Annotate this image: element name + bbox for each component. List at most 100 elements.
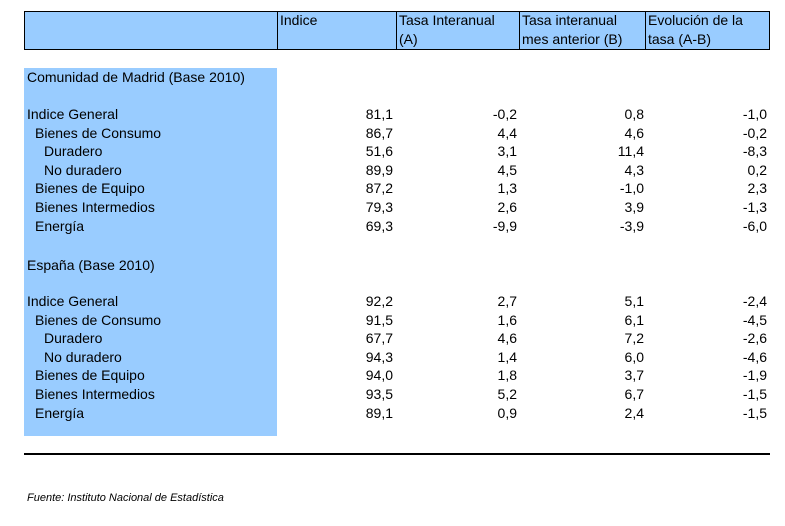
evolucion-value: -4,6 bbox=[742, 348, 767, 365]
evolucion-value: 2,3 bbox=[747, 180, 767, 197]
header-evol-line2: tasa (A-B) bbox=[648, 31, 712, 47]
table-row: Duradero 67,7 4,6 7,2 -2,6 bbox=[0, 329, 785, 348]
header-border-c3 bbox=[519, 11, 520, 50]
header-border-c4 bbox=[645, 11, 646, 50]
header-tasa-a-line1: Tasa Interanual bbox=[399, 12, 495, 28]
tasa-b-value: 3,9 bbox=[624, 199, 644, 215]
table-bottom-rule bbox=[24, 453, 770, 455]
tasa-b-value: 5,1 bbox=[624, 293, 644, 309]
header-border-right bbox=[769, 11, 770, 50]
header-tasa-b-line1: Tasa interanual bbox=[522, 12, 617, 28]
indice-value: 81,1 bbox=[365, 106, 393, 122]
header-indice-label: Indice bbox=[280, 12, 318, 28]
table-row: Bienes de Equipo 94,0 1,8 3,7 -1,9 bbox=[0, 366, 785, 385]
evolucion-value: -8,3 bbox=[742, 143, 767, 160]
tasa-a-value: 2,7 bbox=[497, 293, 517, 309]
indice-value: 79,3 bbox=[365, 199, 393, 215]
row-label: No duradero bbox=[44, 161, 122, 178]
table-row: Bienes de Consumo 86,7 4,4 4,6 -0,2 bbox=[0, 124, 785, 143]
table-row: Bienes de Equipo 87,2 1,3 -1,0 2,3 bbox=[0, 179, 785, 198]
tasa-b-value: 2,4 bbox=[624, 404, 644, 421]
tasa-a-value: 4,6 bbox=[497, 330, 517, 347]
evolucion-value: -1,9 bbox=[742, 367, 767, 384]
evolucion-value: -2,4 bbox=[742, 293, 767, 309]
table-row: No duradero 94,3 1,4 6,0 -4,6 bbox=[0, 348, 785, 367]
tasa-b-value: 6,0 bbox=[624, 348, 644, 365]
tasa-b-value: 6,1 bbox=[624, 311, 644, 328]
evolucion-value: -1,0 bbox=[742, 106, 767, 122]
tasa-a-value: 1,8 bbox=[497, 367, 517, 384]
section-title-espana: España (Base 2010) bbox=[27, 257, 155, 273]
tasa-a-value: 1,3 bbox=[497, 180, 517, 197]
header-top-border bbox=[24, 11, 770, 12]
tasa-a-value: 4,5 bbox=[497, 161, 517, 178]
tasa-b-value: 11,4 bbox=[617, 143, 644, 160]
tasa-a-value: -9,9 bbox=[492, 217, 517, 234]
tasa-b-value: -3,9 bbox=[619, 217, 644, 234]
row-label: Bienes de Consumo bbox=[35, 124, 162, 141]
table-row: Energía 69,3 -9,9 -3,9 -6,0 bbox=[0, 217, 785, 236]
row-label: Duradero bbox=[44, 143, 103, 160]
tasa-b-value: 3,7 bbox=[624, 367, 644, 384]
evolucion-value: -1,5 bbox=[742, 386, 767, 402]
indice-value: 69,3 bbox=[365, 217, 393, 234]
row-label: Duradero bbox=[44, 330, 103, 347]
tasa-b-value: 4,6 bbox=[624, 124, 644, 141]
evolucion-value: -1,5 bbox=[742, 404, 767, 421]
evolucion-value: 0,2 bbox=[747, 161, 767, 178]
table-row: Bienes de Consumo 91,5 1,6 6,1 -4,5 bbox=[0, 311, 785, 330]
header-tasa-a-line2: (A) bbox=[399, 31, 418, 47]
table-row: Indice General 92,2 2,7 5,1 -2,4 bbox=[0, 292, 785, 311]
table-row: Duradero 51,6 3,1 11,4 -8,3 bbox=[0, 142, 785, 161]
indice-value: 91,5 bbox=[365, 311, 393, 328]
tasa-b-value: 4,3 bbox=[624, 161, 644, 178]
table-row: Indice General 81,1 -0,2 0,8 -1,0 bbox=[0, 105, 785, 124]
evolucion-value: -4,5 bbox=[742, 311, 767, 328]
header-border-left bbox=[24, 11, 25, 50]
indice-value: 86,7 bbox=[365, 124, 393, 141]
header-bottom-border bbox=[24, 49, 770, 50]
row-label: Bienes Intermedios bbox=[35, 199, 155, 215]
header-col-indice: Indice bbox=[278, 11, 396, 49]
indice-value: 87,2 bbox=[365, 180, 393, 197]
row-label: Bienes de Equipo bbox=[35, 180, 145, 197]
table-row: No duradero 89,9 4,5 4,3 0,2 bbox=[0, 161, 785, 180]
source-note: Fuente: Instituto Nacional de Estadístic… bbox=[27, 492, 224, 504]
row-label: Indice General bbox=[27, 293, 119, 309]
indice-value: 94,3 bbox=[365, 348, 393, 365]
header-border-c1 bbox=[277, 11, 278, 50]
row-label: No duradero bbox=[44, 348, 122, 365]
row-label: Bienes de Equipo bbox=[35, 367, 145, 384]
indice-value: 94,0 bbox=[365, 367, 393, 384]
evolucion-value: -1,3 bbox=[742, 199, 767, 215]
tasa-a-value: 1,6 bbox=[497, 311, 517, 328]
indice-value: 93,5 bbox=[365, 386, 393, 402]
tasa-a-value: 1,4 bbox=[497, 348, 517, 365]
header-col-tasa-b: Tasa interanual mes anterior (B) bbox=[520, 11, 645, 49]
label-column-band bbox=[24, 68, 277, 436]
header-col-evolucion: Evolución de la tasa (A-B) bbox=[646, 11, 769, 49]
tasa-a-value: 0,9 bbox=[497, 404, 517, 421]
header-tasa-b-line2: mes anterior (B) bbox=[522, 31, 623, 47]
tasa-b-value: -1,0 bbox=[619, 180, 644, 197]
evolucion-value: -0,2 bbox=[742, 124, 767, 141]
indice-value: 51,6 bbox=[365, 143, 393, 160]
header-col-tasa-a: Tasa Interanual (A) bbox=[397, 11, 519, 49]
table-row: Bienes Intermedios 93,5 5,2 6,7 -1,5 bbox=[0, 385, 785, 404]
row-label: Bienes Intermedios bbox=[35, 386, 155, 402]
tasa-b-value: 0,8 bbox=[624, 106, 644, 122]
evolucion-value: -6,0 bbox=[742, 217, 767, 234]
section-title-madrid: Comunidad de Madrid (Base 2010) bbox=[27, 69, 245, 85]
row-label: Bienes de Consumo bbox=[35, 311, 162, 328]
tasa-a-value: 4,4 bbox=[497, 124, 517, 141]
table-row: Energía 89,1 0,9 2,4 -1,5 bbox=[0, 404, 785, 423]
indice-value: 89,1 bbox=[365, 404, 393, 421]
row-label: Indice General bbox=[27, 106, 119, 122]
evolucion-value: -2,6 bbox=[742, 330, 767, 347]
tasa-a-value: 2,6 bbox=[497, 199, 517, 215]
table-row: Bienes Intermedios 79,3 2,6 3,9 -1,3 bbox=[0, 198, 785, 217]
header-evol-line1: Evolución de la bbox=[648, 12, 743, 28]
tasa-a-value: 3,1 bbox=[497, 143, 517, 160]
row-label: Energía bbox=[35, 404, 85, 421]
indice-value: 92,2 bbox=[365, 293, 393, 309]
